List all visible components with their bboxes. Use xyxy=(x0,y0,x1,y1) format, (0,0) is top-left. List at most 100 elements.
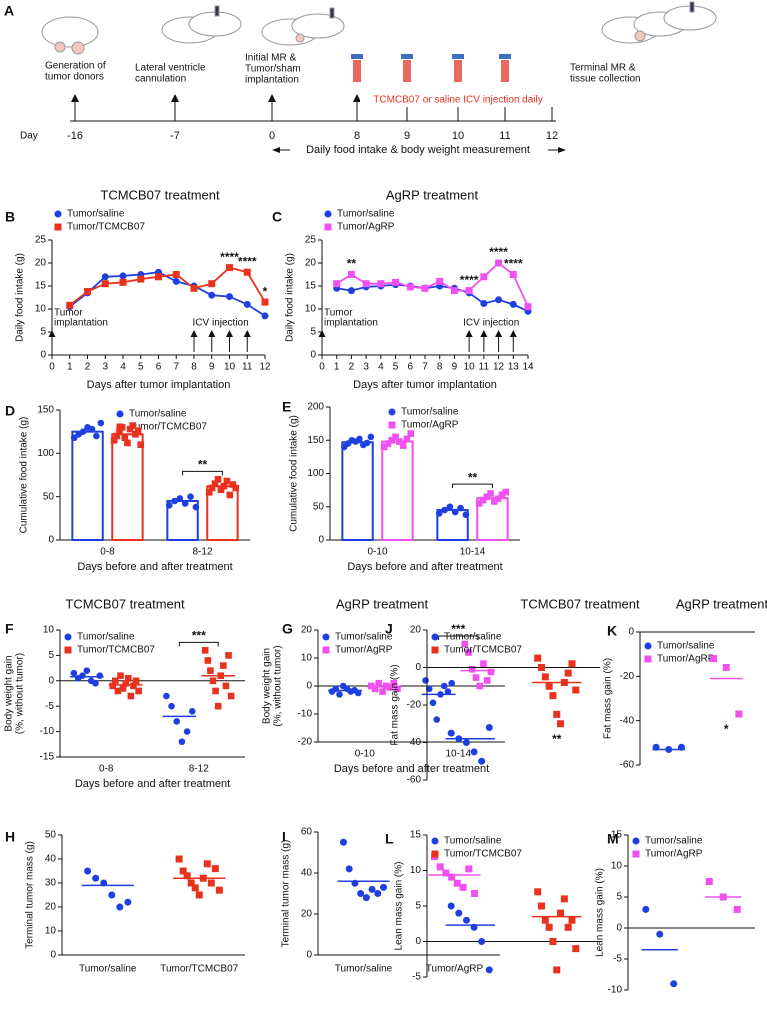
x-tick-label: 0-10 xyxy=(367,547,387,558)
point xyxy=(705,878,713,885)
point xyxy=(215,886,223,894)
point xyxy=(403,435,411,443)
point xyxy=(429,699,437,707)
point xyxy=(79,428,87,435)
y-tick-label: 0 xyxy=(40,350,46,361)
legend-marker xyxy=(644,655,652,663)
point xyxy=(509,300,517,308)
panel-letter: F xyxy=(5,621,14,637)
point xyxy=(476,682,484,690)
point xyxy=(450,287,458,295)
y-tick-label: 25 xyxy=(35,235,47,246)
arrowhead xyxy=(480,330,488,337)
point xyxy=(135,687,142,695)
point xyxy=(92,680,99,687)
y-tick-label: 20 xyxy=(305,258,317,269)
point xyxy=(92,874,100,882)
point xyxy=(226,293,233,301)
point xyxy=(502,488,510,496)
y-tick-label: 5 xyxy=(48,650,54,661)
point xyxy=(485,724,493,731)
point xyxy=(347,287,355,295)
x-axis-label: Days before and after treatment xyxy=(75,778,230,790)
point xyxy=(118,424,126,431)
significance-bracket xyxy=(452,483,493,489)
significance-bracket xyxy=(182,470,223,476)
panel-letter: K xyxy=(607,623,617,639)
legend-label: Tumor/AgRP xyxy=(335,645,393,656)
point xyxy=(498,491,506,499)
point xyxy=(374,890,382,897)
day-label: Day xyxy=(20,131,38,142)
point xyxy=(171,497,178,505)
point xyxy=(451,508,459,516)
significance-bracket xyxy=(438,635,479,640)
point xyxy=(124,674,132,682)
point xyxy=(465,287,473,295)
significance: **** xyxy=(460,273,479,287)
point xyxy=(192,503,200,511)
point xyxy=(380,443,388,451)
event-label: implantation xyxy=(245,75,299,86)
point xyxy=(333,280,341,288)
x-tick-label: 5 xyxy=(138,362,144,373)
point xyxy=(480,299,488,307)
point xyxy=(203,860,211,868)
y-axis-label: (%, without tumor) xyxy=(273,645,284,726)
x-tick-label: 10-14 xyxy=(445,749,471,760)
point xyxy=(84,288,91,296)
y-axis-label: Body weight gain xyxy=(262,648,273,724)
y-tick-label: 20 xyxy=(301,625,313,636)
point xyxy=(422,677,429,684)
x-tick-label: 4 xyxy=(378,362,384,373)
mouse-illustrations xyxy=(41,1,717,55)
x-tick-label: 11 xyxy=(242,362,253,373)
arrowhead xyxy=(48,330,56,337)
y-axis-label: (%, without tumor) xyxy=(15,653,26,734)
y-tick-label: 60 xyxy=(301,827,313,838)
point xyxy=(187,493,194,500)
legend-marker xyxy=(388,421,396,429)
y-tick-label: 20 xyxy=(45,902,57,913)
event-label: implantation xyxy=(324,318,378,329)
point xyxy=(97,419,105,427)
point xyxy=(390,679,398,687)
point xyxy=(362,280,370,288)
point xyxy=(225,652,232,659)
y-tick-label: 40 xyxy=(45,854,57,865)
y-tick-label: -5 xyxy=(45,701,54,712)
point xyxy=(96,672,104,680)
point xyxy=(116,903,124,911)
point xyxy=(112,677,119,685)
y-tick-label: -5 xyxy=(613,954,622,965)
x-tick-label: 0-8 xyxy=(99,764,114,775)
legend-marker xyxy=(64,646,72,654)
panel-letter: G xyxy=(282,621,293,637)
y-tick-label: 0 xyxy=(628,627,634,638)
legend-label: Tumor/saline xyxy=(77,632,135,643)
series-line xyxy=(69,271,266,317)
point xyxy=(453,879,461,887)
significance: **** xyxy=(238,254,257,268)
y-tick-label: 100 xyxy=(307,468,324,479)
point xyxy=(564,669,572,677)
point xyxy=(399,442,407,449)
y-tick-label: 0 xyxy=(48,675,54,686)
y-tick-label: 5 xyxy=(310,327,316,338)
y-tick-label: 30 xyxy=(45,878,57,889)
point xyxy=(462,916,470,924)
legend-label: Tumor/saline xyxy=(444,632,502,643)
event-label: Generation of xyxy=(45,61,106,72)
point xyxy=(642,905,650,913)
y-tick-label: -5 xyxy=(412,972,421,983)
point xyxy=(168,702,175,710)
significance: *** xyxy=(451,622,465,636)
point xyxy=(710,655,718,663)
x-tick-label: 7 xyxy=(422,362,428,373)
point xyxy=(478,938,486,945)
point xyxy=(119,278,127,286)
point xyxy=(332,685,340,693)
y-tick-label: 0 xyxy=(306,681,312,692)
point xyxy=(175,855,183,863)
